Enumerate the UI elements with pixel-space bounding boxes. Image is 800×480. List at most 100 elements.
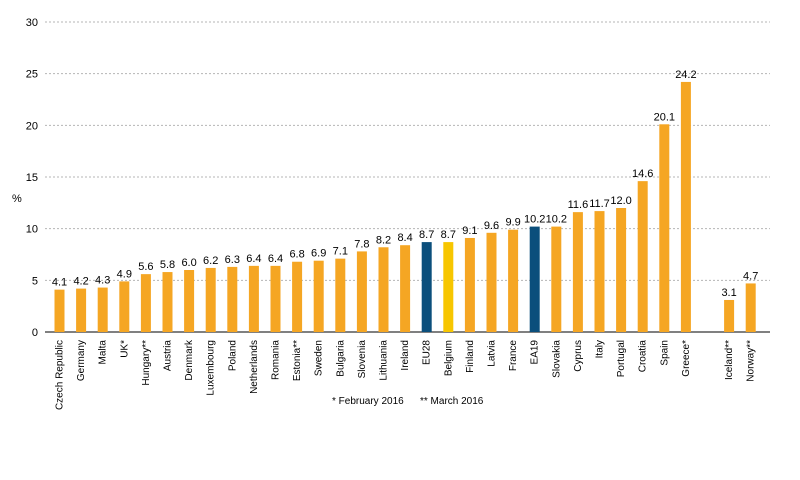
category-labels: Czech Republic Germany Malta UK* Hungary** Au… xyxy=(55,339,757,410)
bar xyxy=(745,283,756,332)
value-label: 4.2 xyxy=(73,276,88,288)
bar xyxy=(572,212,583,332)
bar xyxy=(227,266,238,332)
value-label: 20.1 xyxy=(654,111,675,123)
category-label: UK* xyxy=(119,340,130,358)
value-label: 6.2 xyxy=(203,255,218,267)
value-label: 8.7 xyxy=(419,229,434,241)
y-tick-label: 25 xyxy=(26,69,38,81)
category-label: Austria xyxy=(163,340,174,372)
value-label: 3.1 xyxy=(721,287,736,299)
value-label: 7.1 xyxy=(333,246,348,258)
category-label: Denmark xyxy=(184,339,195,381)
value-label: 14.6 xyxy=(632,168,653,180)
value-label: 4.9 xyxy=(117,268,132,280)
category-label: EU28 xyxy=(422,340,433,365)
category-label: Spain xyxy=(659,340,670,366)
category-label: Czech Republic xyxy=(55,340,66,410)
footnote-february: * February 2016 xyxy=(332,396,404,407)
value-label: 9.6 xyxy=(484,220,499,232)
bar xyxy=(76,288,87,332)
y-axis-label: % xyxy=(12,193,22,205)
value-label: 6.0 xyxy=(181,257,196,269)
value-label: 11.6 xyxy=(568,199,589,211)
category-label: Iceland** xyxy=(724,340,735,380)
bar xyxy=(356,251,367,332)
value-label: 6.4 xyxy=(268,253,283,265)
category-label: Netherlands xyxy=(249,340,260,394)
value-label: 10.2 xyxy=(546,214,567,226)
value-label: 5.6 xyxy=(138,261,153,273)
value-label: 9.1 xyxy=(462,225,477,237)
value-label: 8.2 xyxy=(376,234,391,246)
bar xyxy=(292,261,303,332)
value-label: 10.2 xyxy=(524,214,545,226)
bar xyxy=(421,242,432,332)
bar xyxy=(508,229,519,332)
y-tick-label: 15 xyxy=(26,172,38,184)
value-label: 6.8 xyxy=(289,249,304,261)
bar xyxy=(680,81,691,332)
category-label: Ireland xyxy=(400,340,411,371)
bar xyxy=(486,232,497,332)
y-tick-label: 10 xyxy=(26,224,38,236)
category-label: Hungary** xyxy=(141,340,152,386)
bar xyxy=(184,270,195,332)
value-label: 6.9 xyxy=(311,248,326,260)
bar xyxy=(140,274,151,332)
bar xyxy=(637,181,648,332)
bar xyxy=(551,226,562,332)
category-label: Greece* xyxy=(681,340,692,377)
category-label: Norway** xyxy=(746,340,757,382)
value-label: 4.1 xyxy=(52,277,67,289)
value-labels: 4.1 4.2 4.3 4.9 5.6 5.8 6.0 6.2 6.3 6.4 6.4 6.8 6.9 7… xyxy=(52,69,758,299)
y-tick-label: 20 xyxy=(26,120,38,132)
value-label: 5.8 xyxy=(160,259,175,271)
bar xyxy=(464,237,475,332)
category-label: Bulgaria xyxy=(335,340,346,377)
value-label: 4.7 xyxy=(743,270,758,282)
value-label: 11.7 xyxy=(589,198,610,210)
category-label: Germany xyxy=(76,340,87,381)
value-label: 9.9 xyxy=(505,217,520,229)
category-label: Portugal xyxy=(616,340,627,377)
value-label: 6.4 xyxy=(246,253,261,265)
bar xyxy=(97,287,108,332)
bar xyxy=(443,242,454,332)
category-label: Belgium xyxy=(443,340,454,376)
footnote-march: ** March 2016 xyxy=(420,396,484,407)
category-label: EA19 xyxy=(530,340,541,365)
bar xyxy=(313,260,324,332)
category-label: Croatia xyxy=(638,340,649,373)
category-label: Malta xyxy=(98,340,109,365)
y-tick-label: 0 xyxy=(32,327,38,339)
value-label: 8.4 xyxy=(397,232,412,244)
category-label: Cyprus xyxy=(573,340,584,372)
bar xyxy=(162,272,173,332)
y-tick-label: 30 xyxy=(26,17,38,29)
category-label: France xyxy=(508,340,519,372)
value-label: 8.7 xyxy=(441,229,456,241)
bar xyxy=(378,247,389,332)
bar xyxy=(205,267,216,332)
bar xyxy=(119,281,130,332)
value-label: 4.3 xyxy=(95,275,110,287)
value-label: 7.8 xyxy=(354,238,369,250)
bar xyxy=(400,245,411,332)
category-label: Italy xyxy=(595,340,606,358)
category-label: Latvia xyxy=(487,340,498,367)
bar xyxy=(54,289,65,332)
bars xyxy=(54,81,756,332)
value-label: 6.3 xyxy=(225,254,240,266)
category-label: Sweden xyxy=(314,340,325,376)
category-label: Luxembourg xyxy=(206,340,217,396)
bar xyxy=(248,265,259,332)
category-label: Slovakia xyxy=(551,340,562,378)
category-label: Lithuania xyxy=(379,340,390,381)
category-label: Slovenia xyxy=(357,340,368,379)
bar xyxy=(529,226,540,332)
y-axis-ticks: 0 5 10 15 20 25 30 xyxy=(26,17,38,339)
bar xyxy=(616,208,627,332)
bar xyxy=(270,265,281,332)
